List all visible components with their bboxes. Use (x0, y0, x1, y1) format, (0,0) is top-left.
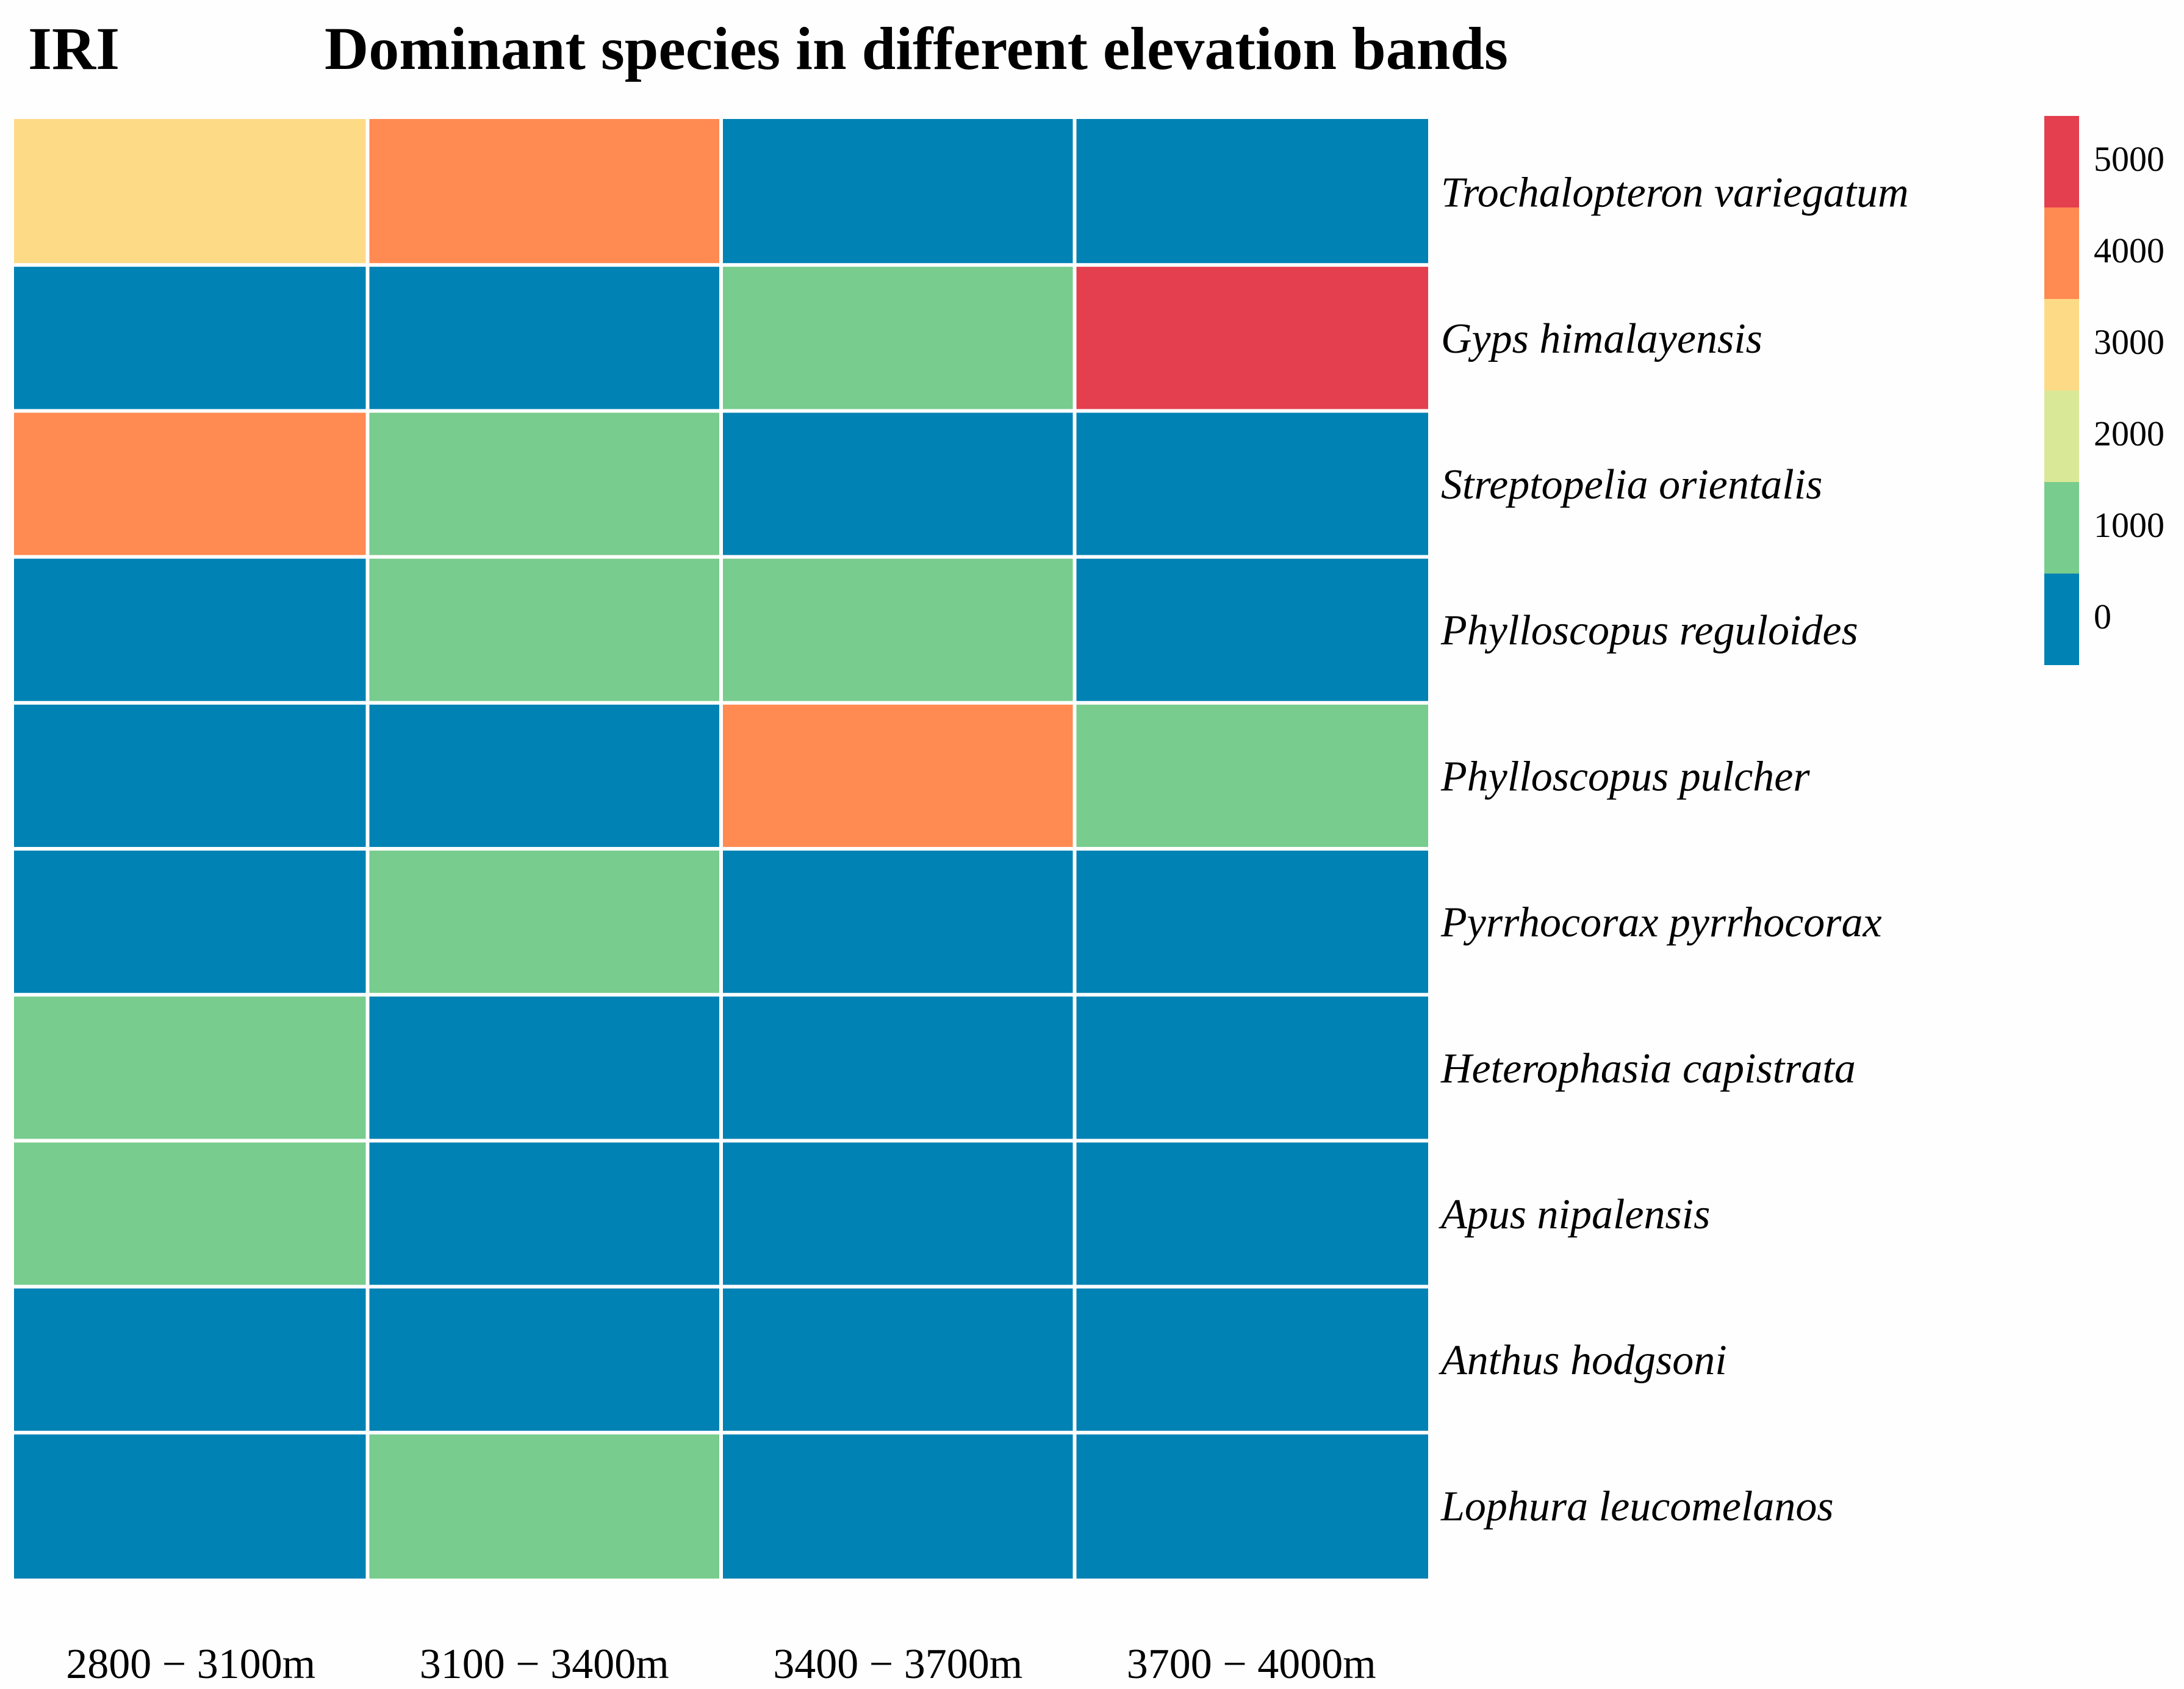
heatmap-cell (14, 267, 366, 409)
heatmap-cell (1076, 119, 1428, 264)
heatmap-cell (723, 1288, 1073, 1431)
legend-tick-label: 0 (2094, 597, 2111, 636)
heatmap-cell (1076, 704, 1428, 847)
row-label: Phylloscopus reguloides (1440, 607, 1858, 654)
heatmap-cell (1076, 1434, 1428, 1579)
column-label: 3100 − 3400m (420, 1641, 669, 1688)
heatmap-cell (369, 267, 719, 409)
heatmap-cell (723, 1434, 1073, 1579)
legend-tick-label: 3000 (2094, 322, 2164, 362)
heatmap-cell (1076, 412, 1428, 555)
heatmap-cell (723, 1142, 1073, 1285)
heatmap-cell (723, 704, 1073, 847)
heatmap-cell (723, 119, 1073, 264)
heatmap-cell (723, 851, 1073, 993)
heatmap-cell (369, 119, 719, 264)
heatmap-cell (369, 1288, 719, 1431)
legend-color-band (2044, 207, 2079, 299)
row-label: Anthus hodgsoni (1439, 1337, 1727, 1384)
legend-color-band (2044, 116, 2079, 207)
heatmap-cell (14, 851, 366, 993)
heatmap-cell (369, 412, 719, 555)
column-label: 2800 − 3100m (66, 1641, 315, 1688)
heatmap-cell (723, 412, 1073, 555)
heatmap-cell (369, 558, 719, 701)
row-label: Phylloscopus pulcher (1440, 753, 1810, 800)
legend-color-band (2044, 299, 2079, 391)
column-label: 3700 − 4000m (1127, 1641, 1376, 1688)
heatmap-cell (369, 851, 719, 993)
heatmap-cell (14, 119, 366, 264)
heatmap-cell (1076, 851, 1428, 993)
row-label: Trochalopteron variegatum (1441, 170, 1909, 217)
heatmap-cell (14, 1288, 366, 1431)
heatmap-cell (723, 267, 1073, 409)
heatmap-cell (14, 558, 366, 701)
heatmap-cell (14, 704, 366, 847)
legend-color-band (2044, 391, 2079, 482)
heatmap-cell (369, 1434, 719, 1579)
panel-label: IRI (28, 15, 120, 82)
heatmap-cell (369, 996, 719, 1139)
heatmap-cell (14, 996, 366, 1139)
legend-tick-label: 2000 (2094, 414, 2164, 453)
legend-color-band (2044, 574, 2079, 665)
heatmap-cell (1076, 267, 1428, 409)
row-label: Lophura leucomelanos (1440, 1483, 1834, 1530)
legend-tick-label: 1000 (2094, 505, 2164, 545)
row-label: Streptopelia orientalis (1441, 461, 1822, 508)
row-label: Heterophasia capistrata (1440, 1045, 1856, 1092)
heatmap-cell (1076, 558, 1428, 701)
heatmap-cell (723, 996, 1073, 1139)
heatmap-cell (369, 704, 719, 847)
row-label: Pyrrhocorax pyrrhocorax (1440, 899, 1882, 946)
heatmap-cell (1076, 1142, 1428, 1285)
legend-color-band (2044, 482, 2079, 574)
heatmap-cell (1076, 996, 1428, 1139)
legend-tick-label: 5000 (2094, 139, 2164, 179)
row-label: Apus nipalensis (1439, 1191, 1710, 1238)
legend-tick-label: 4000 (2094, 231, 2164, 270)
column-label: 3400 − 3700m (773, 1641, 1022, 1688)
chart-title: Dominant species in different elevation … (325, 15, 1508, 82)
heatmap-cell (14, 1434, 366, 1579)
heatmap-cell (723, 558, 1073, 701)
heatmap-cell (14, 1142, 366, 1285)
heatmap-cell (1076, 1288, 1428, 1431)
heatmap-cell (369, 1142, 719, 1285)
heatmap-cell (14, 412, 366, 555)
row-label: Gyps himalayensis (1441, 315, 1762, 362)
